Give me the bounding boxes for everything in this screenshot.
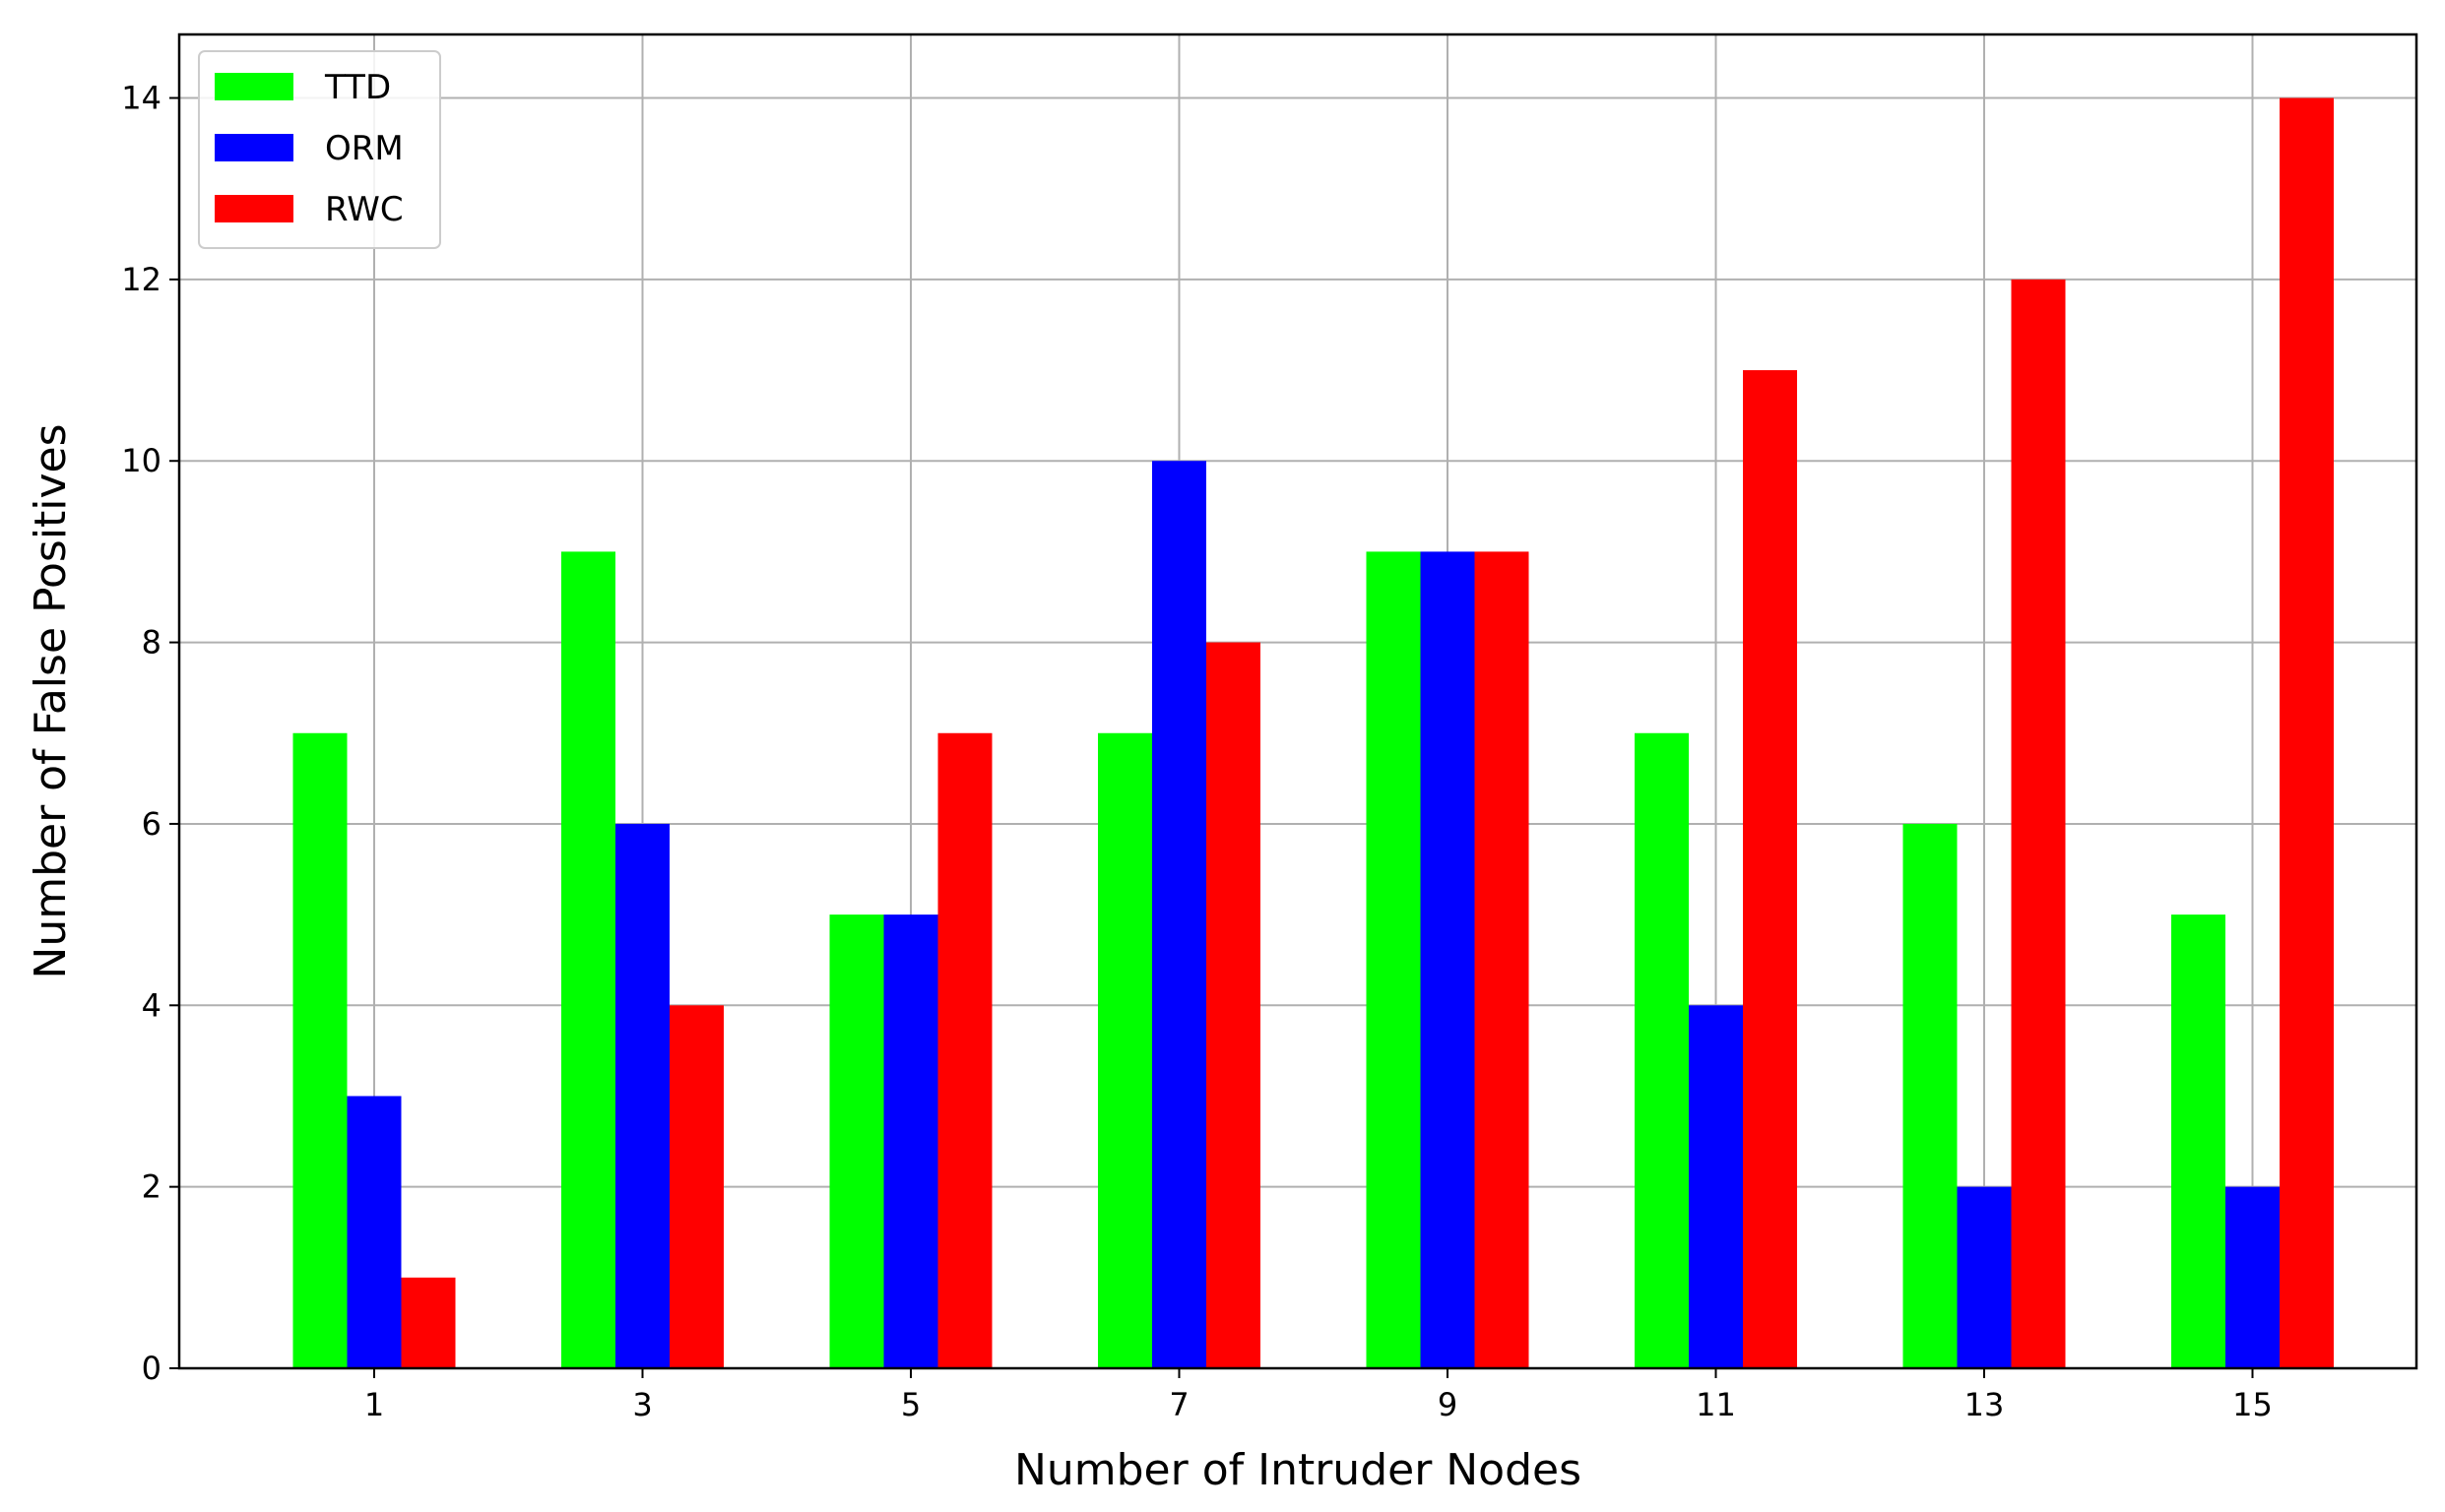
legend-swatch-rwc	[215, 195, 293, 222]
y-tick-label: 4	[142, 986, 161, 1024]
y-tick-label: 14	[121, 80, 161, 117]
bar-ttd-7	[1098, 732, 1152, 1368]
bar-orm-1	[347, 1096, 402, 1368]
x-tick-label: 5	[901, 1386, 921, 1423]
bar-orm-13	[1957, 1186, 2012, 1368]
bar-orm-11	[1689, 1005, 1743, 1368]
x-tick-label: 3	[632, 1386, 652, 1423]
bar-rwc-15	[2280, 97, 2334, 1369]
bar-orm-9	[1420, 551, 1475, 1368]
y-tick-label: 8	[142, 624, 161, 662]
bar-rwc-9	[1474, 551, 1529, 1368]
bar-rwc-7	[1206, 642, 1260, 1368]
bar-orm-15	[2225, 1186, 2280, 1368]
bar-rwc-3	[670, 1005, 724, 1368]
bar-ttd-15	[2171, 914, 2225, 1368]
bar-orm-7	[1152, 461, 1206, 1368]
y-axis-title: Number of False Positives	[26, 423, 76, 978]
bar-rwc-11	[1743, 370, 1797, 1368]
legend: TTD ORM RWC	[198, 50, 441, 249]
bar-ttd-3	[561, 551, 615, 1368]
x-tick-label: 9	[1438, 1386, 1457, 1423]
legend-label-rwc: RWC	[325, 190, 404, 229]
plot-frame	[177, 32, 2418, 1370]
legend-label-ttd: TTD	[324, 68, 391, 107]
bar-ttd-9	[1366, 551, 1421, 1368]
x-tick-label: 13	[1964, 1386, 2005, 1423]
y-tick-label: 6	[142, 805, 161, 843]
x-tick-label: 11	[1696, 1386, 1736, 1423]
legend-label-orm: ORM	[325, 129, 404, 168]
bar-ttd-1	[292, 732, 348, 1368]
y-tick-label: 2	[142, 1168, 161, 1206]
bar-ttd-13	[1902, 823, 1958, 1368]
bar-layer	[292, 97, 2334, 1369]
y-tick-label: 0	[142, 1350, 161, 1387]
x-tick-label: 1	[364, 1386, 384, 1423]
y-tick-label: 12	[121, 261, 161, 298]
bar-orm-3	[615, 823, 670, 1368]
bar-orm-5	[883, 914, 938, 1368]
x-axis-title: Number of Intruder Nodes	[1014, 1445, 1581, 1495]
bar-rwc-1	[401, 1277, 456, 1368]
y-tick-label: 10	[121, 442, 161, 479]
legend-swatch-ttd	[215, 73, 293, 100]
bar-ttd-11	[1635, 732, 1689, 1368]
bar-ttd-5	[829, 914, 884, 1368]
bar-rwc-13	[2011, 279, 2066, 1368]
x-tick-label: 15	[2232, 1386, 2273, 1423]
legend-swatch-orm	[215, 134, 293, 161]
x-tick-label: 7	[1169, 1386, 1189, 1423]
grid-layer	[179, 34, 2416, 1369]
bar-rwc-5	[937, 732, 993, 1368]
